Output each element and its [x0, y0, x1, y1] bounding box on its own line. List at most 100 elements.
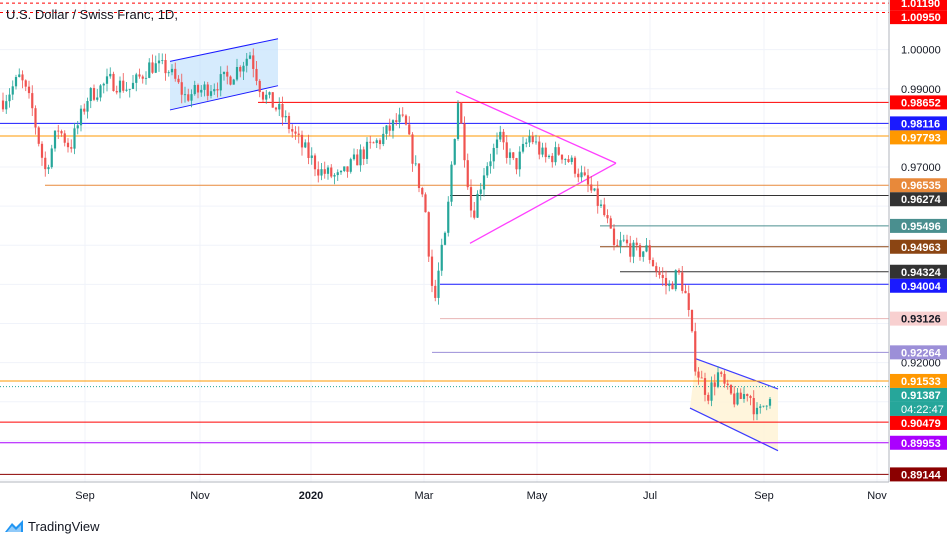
candle-body: [57, 130, 60, 132]
candle: [408, 116, 411, 135]
candle: [346, 166, 349, 178]
candle: [739, 388, 742, 400]
price-badge-0.98116: [890, 116, 947, 131]
candle: [707, 392, 710, 405]
candle: [323, 161, 326, 179]
candle: [112, 71, 115, 92]
candle-body: [31, 93, 34, 109]
candle-body: [434, 285, 437, 298]
candle-body: [447, 201, 450, 233]
candle: [115, 85, 118, 95]
candle-body: [596, 188, 599, 206]
candle-body: [86, 101, 89, 112]
candle: [151, 54, 154, 74]
price-badge-0.93126: [890, 311, 947, 326]
candle-body: [60, 131, 63, 134]
candle: [518, 146, 521, 177]
candle: [547, 154, 551, 159]
candle: [544, 142, 547, 163]
candle: [203, 81, 206, 97]
candle-body: [554, 147, 557, 163]
candle-body: [762, 405, 765, 407]
candle: [258, 79, 261, 98]
price-badge-label: 0.96535: [901, 180, 941, 192]
candle-body: [255, 68, 258, 81]
tradingview-brand[interactable]: TradingView: [4, 516, 100, 536]
countdown-badge: [890, 401, 947, 416]
candle: [447, 196, 450, 237]
candle: [476, 190, 479, 218]
candle: [690, 309, 694, 333]
candle-body: [443, 232, 447, 245]
candle: [525, 138, 528, 148]
price-badge-0.94004: [890, 278, 947, 293]
candle: [333, 173, 336, 185]
candle: [460, 102, 463, 124]
candle-body: [242, 65, 245, 72]
candle-body: [317, 169, 320, 176]
candle-body: [492, 147, 495, 162]
candle: [138, 68, 141, 79]
candle: [632, 239, 635, 264]
candle: [89, 87, 92, 109]
candle-body: [625, 239, 629, 244]
candle-body: [508, 152, 512, 158]
candle-body: [148, 62, 151, 78]
candle: [300, 130, 304, 156]
candle-body: [96, 97, 99, 100]
candle-body: [768, 398, 772, 406]
candle-body: [154, 63, 157, 73]
price-scale: 0.92000 0.97000 0.99000 1.00000 1.01190 1.009…: [890, 0, 947, 482]
candle-body: [534, 141, 538, 143]
price-badge-label: 1.01190: [901, 0, 940, 10]
candle-body: [720, 372, 723, 374]
candle: [183, 86, 187, 103]
candle: [122, 73, 125, 93]
candle: [427, 211, 430, 263]
candle: [642, 251, 645, 262]
candle-body: [547, 155, 551, 158]
candle: [395, 113, 398, 126]
candle-body: [479, 189, 482, 194]
candle-body: [655, 266, 658, 272]
candle-body: [37, 127, 40, 144]
candle-body: [664, 277, 668, 286]
candle: [681, 266, 684, 294]
candle: [317, 161, 320, 183]
candle-body: [687, 293, 690, 311]
candle-body: [486, 166, 489, 176]
candle: [492, 143, 495, 169]
candle: [57, 124, 60, 140]
candle-body: [70, 147, 73, 149]
time-tick-label: Jul: [643, 490, 657, 502]
candle-body: [320, 169, 323, 176]
candle-body: [684, 290, 687, 294]
candle-body: [531, 136, 534, 143]
candle: [148, 58, 151, 79]
price-badge-0.91533: [890, 373, 947, 388]
candle: [749, 394, 752, 406]
candle-body: [674, 270, 677, 290]
candle-body: [196, 84, 200, 93]
candle: [196, 83, 200, 99]
candle: [638, 243, 642, 261]
candle: [144, 71, 148, 85]
candle-body: [271, 92, 274, 108]
candle: [79, 105, 83, 132]
candle: [466, 153, 469, 190]
price-badge-label: 1.00950: [901, 12, 941, 24]
candle-body: [528, 136, 531, 143]
candle: [759, 404, 762, 414]
candle-body: [326, 167, 330, 174]
price-badge-0.91387: [890, 387, 947, 402]
candle-body: [716, 372, 720, 387]
candle: [557, 143, 560, 156]
candle-body: [765, 405, 768, 407]
candle-body: [339, 170, 343, 173]
time-tick-label: Mar: [415, 490, 434, 502]
candle-body: [297, 133, 300, 135]
candle: [167, 70, 170, 77]
candle: [177, 75, 180, 84]
